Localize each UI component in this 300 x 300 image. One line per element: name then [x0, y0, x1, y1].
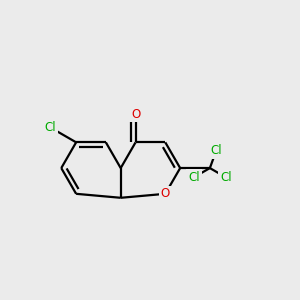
Text: Cl: Cl	[45, 121, 56, 134]
Text: Cl: Cl	[220, 171, 232, 184]
Text: O: O	[161, 187, 170, 200]
Text: Cl: Cl	[188, 171, 200, 184]
Text: Cl: Cl	[210, 144, 222, 157]
Text: O: O	[131, 108, 140, 121]
